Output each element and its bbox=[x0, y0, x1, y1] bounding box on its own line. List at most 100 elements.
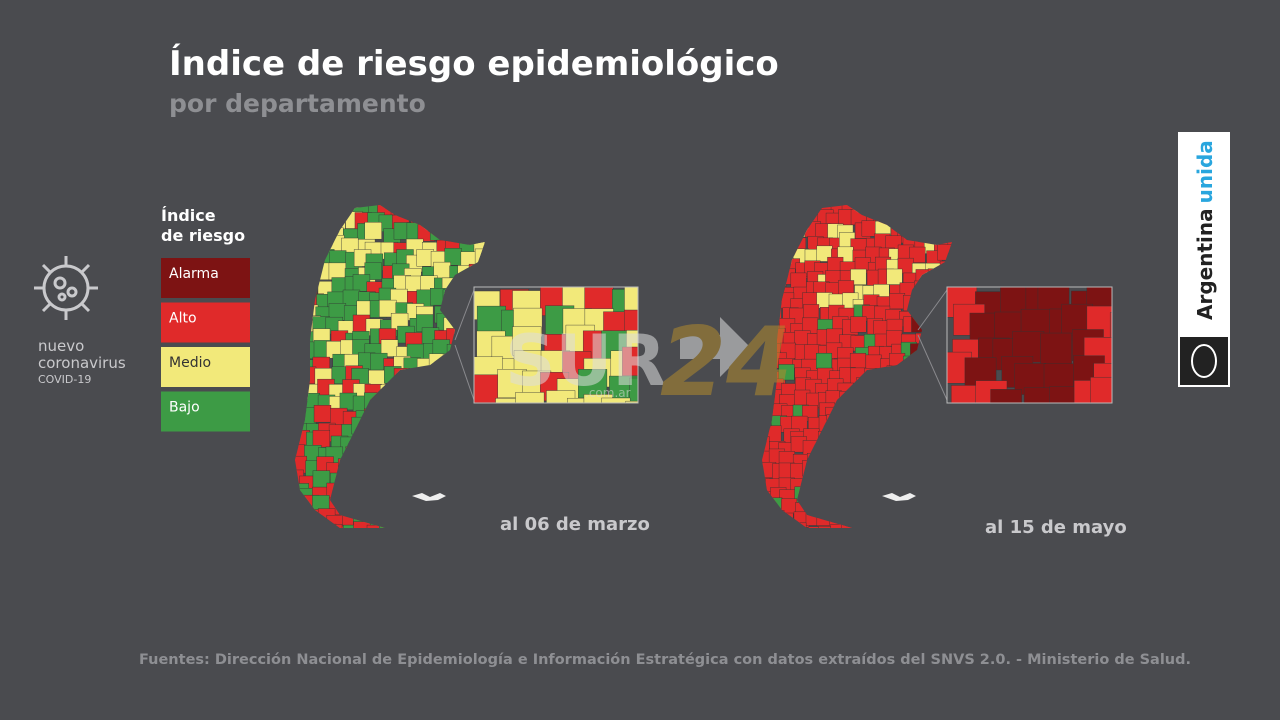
department bbox=[446, 457, 465, 475]
department bbox=[818, 430, 835, 447]
department bbox=[295, 212, 308, 230]
department bbox=[888, 465, 905, 482]
inset-left bbox=[474, 287, 638, 403]
department bbox=[404, 205, 422, 217]
legend-swatch bbox=[161, 347, 250, 387]
department bbox=[295, 250, 304, 269]
department bbox=[397, 496, 415, 514]
department bbox=[762, 436, 770, 453]
department bbox=[468, 205, 485, 221]
department bbox=[783, 525, 800, 528]
department bbox=[914, 379, 931, 396]
department bbox=[897, 465, 914, 482]
legend: Alarma Alto Medio Bajo bbox=[161, 258, 250, 432]
department bbox=[378, 474, 396, 492]
department bbox=[902, 381, 919, 398]
department bbox=[441, 277, 460, 295]
inset-frame bbox=[473, 286, 639, 404]
department bbox=[364, 457, 383, 475]
department bbox=[446, 205, 464, 216]
department bbox=[926, 297, 943, 314]
department bbox=[864, 513, 881, 528]
department bbox=[345, 486, 363, 505]
department bbox=[853, 405, 870, 422]
department bbox=[901, 514, 918, 528]
department bbox=[762, 244, 773, 261]
department bbox=[295, 514, 311, 528]
department bbox=[762, 515, 773, 528]
department bbox=[900, 394, 917, 411]
department bbox=[897, 451, 914, 468]
department bbox=[878, 511, 895, 528]
legend-label: Alarma bbox=[169, 266, 219, 282]
department bbox=[889, 353, 906, 370]
department bbox=[951, 227, 952, 244]
department bbox=[938, 462, 952, 479]
department bbox=[458, 524, 476, 528]
department bbox=[312, 430, 331, 448]
department bbox=[912, 429, 929, 446]
department bbox=[922, 343, 939, 360]
department bbox=[817, 464, 834, 481]
department bbox=[298, 366, 317, 384]
department bbox=[583, 394, 613, 403]
department bbox=[923, 418, 940, 435]
department bbox=[830, 427, 847, 444]
department bbox=[890, 454, 907, 471]
department bbox=[949, 205, 952, 215]
department bbox=[295, 527, 310, 528]
department bbox=[456, 302, 474, 320]
department bbox=[406, 416, 425, 435]
department bbox=[365, 444, 383, 463]
department bbox=[455, 225, 474, 243]
department bbox=[467, 227, 485, 246]
department bbox=[767, 259, 784, 276]
department bbox=[624, 287, 638, 311]
department bbox=[890, 437, 907, 454]
legend-label: Medio bbox=[169, 355, 211, 371]
legend-swatch bbox=[161, 391, 250, 432]
department bbox=[421, 417, 439, 435]
department bbox=[853, 501, 870, 518]
department bbox=[444, 515, 463, 528]
department bbox=[295, 319, 305, 337]
department bbox=[854, 442, 871, 459]
department bbox=[393, 368, 412, 386]
department bbox=[852, 427, 869, 444]
department bbox=[946, 460, 952, 477]
department bbox=[448, 521, 466, 528]
department bbox=[306, 253, 324, 271]
department bbox=[364, 408, 382, 426]
department bbox=[928, 282, 945, 299]
department bbox=[487, 472, 504, 489]
department bbox=[319, 523, 337, 528]
department bbox=[468, 263, 485, 282]
department bbox=[435, 406, 453, 425]
department bbox=[875, 205, 892, 215]
department bbox=[1040, 332, 1072, 365]
map-left bbox=[295, 205, 504, 528]
department bbox=[950, 214, 952, 231]
department bbox=[923, 454, 940, 471]
department bbox=[295, 276, 308, 295]
department bbox=[458, 431, 476, 449]
department bbox=[841, 496, 858, 513]
department bbox=[897, 220, 914, 237]
department bbox=[482, 437, 485, 455]
department bbox=[768, 222, 785, 239]
department bbox=[328, 205, 346, 216]
department bbox=[947, 472, 952, 489]
department bbox=[770, 270, 787, 287]
department bbox=[457, 394, 475, 413]
department bbox=[378, 409, 397, 427]
department bbox=[295, 342, 307, 360]
department bbox=[891, 388, 908, 405]
department bbox=[340, 436, 358, 455]
department bbox=[429, 474, 447, 493]
department bbox=[802, 205, 819, 214]
department bbox=[295, 358, 307, 377]
department bbox=[910, 355, 927, 372]
department bbox=[819, 501, 836, 518]
department bbox=[380, 384, 398, 402]
